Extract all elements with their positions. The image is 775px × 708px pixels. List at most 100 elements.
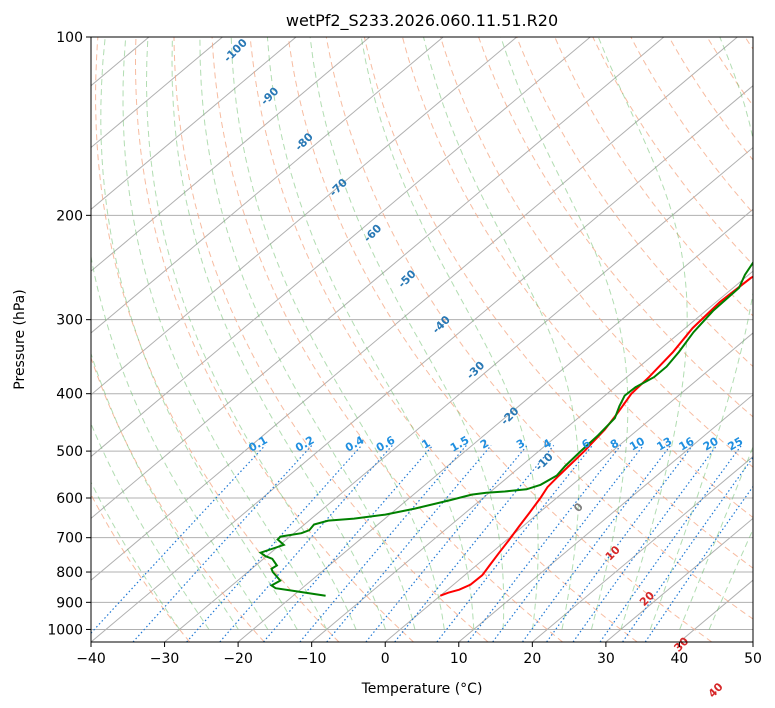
- x-tick-label: 10: [450, 651, 468, 667]
- moist-adiabat-line: [122, 37, 328, 630]
- dry-adiabat-line: [516, 37, 753, 368]
- x-tick-label: 30: [597, 651, 615, 667]
- y-tick-label: 100: [56, 30, 83, 46]
- x-tick-label: −30: [150, 651, 180, 667]
- dry-adiabat-line: [91, 493, 191, 642]
- moist-adiabat-line: [649, 37, 753, 630]
- moist-adiabat-line: [500, 37, 629, 630]
- mixing-ratio-line: [546, 445, 694, 642]
- y-tick-label: 200: [56, 208, 83, 224]
- mixing-ratio-line: [299, 445, 467, 642]
- x-tick-label: −40: [76, 651, 106, 667]
- y-tick-label: 600: [56, 491, 83, 507]
- dry-adiabat-line: [744, 37, 753, 50]
- x-tick-label: 50: [744, 651, 762, 667]
- x-tick-label: −20: [223, 651, 253, 667]
- x-tick-label: −10: [297, 651, 327, 667]
- y-tick-label: 800: [56, 565, 83, 581]
- moist-adiabat-label: -90: [258, 84, 281, 107]
- dry-adiabat-line: [173, 37, 489, 642]
- line-labels: 0.1 0.2 0.4 0.6 1 1.5 2 3 4 6 8 10 13 16 20 25-100-90-8…: [221, 36, 745, 700]
- dry-adiabat-line: [668, 37, 753, 161]
- chart-title: wetPf2_S233.2026.060.11.51.R20: [286, 11, 558, 31]
- mixing-ratio-line: [492, 445, 644, 642]
- y-tick-label: 400: [56, 387, 83, 403]
- moist-adiabat-line: [100, 37, 298, 630]
- dry-adiabat-line: [287, 37, 713, 642]
- isotherm-line: [91, 37, 738, 581]
- dry-adiabat-line: [211, 37, 563, 642]
- y-tick-label: 300: [56, 313, 83, 329]
- mixing-ratio-label: 4: [541, 436, 554, 451]
- moist-adiabat-line: [230, 37, 445, 630]
- isotherm-line: [532, 455, 753, 642]
- y-tick-label: 1000: [47, 622, 83, 638]
- mixing-ratio-line: [394, 445, 555, 642]
- moist-adiabat-line: [423, 37, 580, 630]
- moist-adiabat-line: [360, 37, 539, 630]
- x-axis-label: Temperature (°C): [361, 681, 483, 697]
- x-tick-label: 40: [671, 651, 689, 667]
- isotherm-line: [91, 37, 297, 210]
- isotherm-line: [384, 332, 753, 642]
- moist-adiabat-label: -30: [464, 359, 487, 382]
- mixing-ratio-label: 2: [478, 437, 491, 452]
- isotherm-line: [0, 37, 2, 642]
- isotherm-line: [458, 394, 753, 642]
- moist-adiabat-line: [91, 481, 180, 630]
- mixing-ratio-line: [599, 445, 742, 642]
- dry-adiabat-line: [554, 37, 753, 317]
- mixing-ratio-line: [132, 444, 313, 642]
- isotherm-line: [91, 37, 665, 520]
- axis-ticks: −40 −30 −20 −10 0 10 20 30 40 5010020030040050060…: [47, 30, 762, 667]
- isotherm-line: [605, 517, 753, 642]
- mixing-ratio-label: 3: [514, 437, 527, 452]
- moist-adiabat-line: [309, 37, 505, 630]
- mixing-ratio-line: [522, 445, 672, 642]
- y-axis-label: Pressure (hPa): [12, 289, 28, 389]
- dry-adiabat-line: [630, 37, 753, 214]
- dewpoint-profile-line: [258, 260, 753, 597]
- isotherm-line: [752, 641, 753, 642]
- moist-adiabat-label: -100: [221, 36, 250, 65]
- moist-adiabat-line: [91, 352, 239, 630]
- mixing-ratio-line: [91, 444, 266, 634]
- y-tick-label: 500: [56, 444, 83, 460]
- isotherm-line: [237, 208, 753, 642]
- isotherm-line: [164, 146, 753, 642]
- mixing-ratio-label: 8: [608, 437, 621, 452]
- moist-adiabat-line: [91, 254, 269, 630]
- dry-adiabat-line: [91, 356, 265, 642]
- x-tick-label: 20: [523, 651, 541, 667]
- dry-adiabat-line: [135, 37, 414, 642]
- moist-adiabat-line: [171, 37, 386, 630]
- mixing-ratio-line: [622, 456, 753, 642]
- dry-adiabat-line: [440, 37, 753, 468]
- moist-adiabat-label: 0: [571, 500, 586, 515]
- isotherm-line: [91, 37, 223, 149]
- moist-adiabat-line: [91, 422, 210, 630]
- moist-adiabat-label: -60: [361, 221, 384, 244]
- moist-adiabat-label: -20: [498, 404, 521, 427]
- isotherm-line: [91, 37, 370, 272]
- mixing-ratio-line: [263, 445, 434, 642]
- mixing-ratio-line: [436, 445, 593, 642]
- mixing-ratio-line: [467, 445, 622, 642]
- mixing-ratio-line: [572, 445, 718, 642]
- x-tick-label: 0: [381, 651, 390, 667]
- moist-adiabat-line: [199, 37, 416, 630]
- y-tick-label: 900: [56, 595, 83, 611]
- dry-adiabat-line: [706, 37, 753, 107]
- dry-adiabat-line: [363, 37, 753, 569]
- isotherm-line: [679, 579, 753, 642]
- dry-adiabat-line: [402, 37, 753, 519]
- moist-adiabat-line: [597, 37, 688, 630]
- y-tick-label: 700: [56, 531, 83, 547]
- moist-adiabat-line: [679, 445, 753, 630]
- dry-adiabat-line: [478, 37, 753, 418]
- dry-adiabat-line: [249, 37, 638, 642]
- plot-area: [0, 37, 753, 642]
- moist-adiabat-line: [708, 528, 753, 630]
- mixing-ratio-line: [326, 445, 492, 642]
